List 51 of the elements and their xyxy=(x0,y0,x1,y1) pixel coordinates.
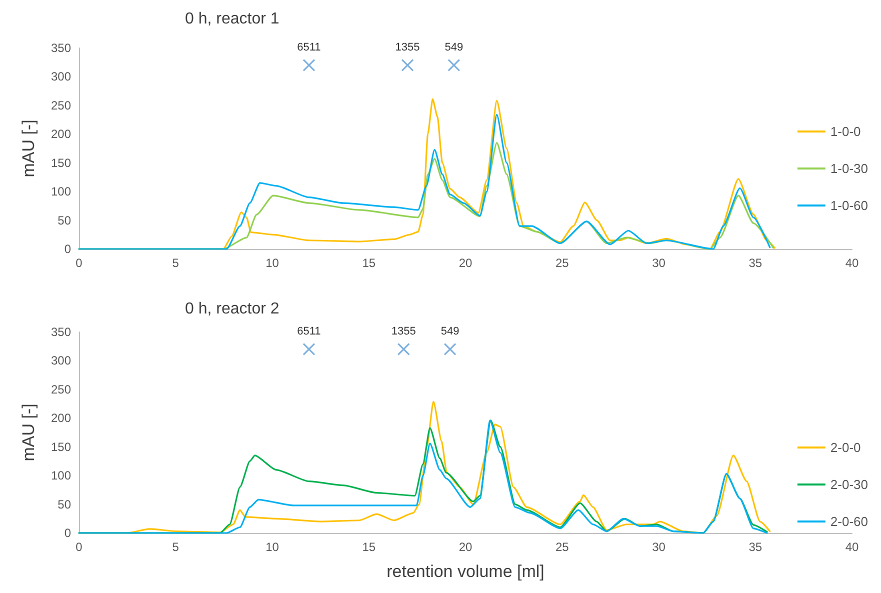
x-tick-label: 15 xyxy=(362,540,376,554)
x-tick-label: 0 xyxy=(76,256,83,270)
x-tick-label: 30 xyxy=(652,256,666,270)
y-axis-title: mAU [-] xyxy=(19,120,38,178)
x-tick-label: 5 xyxy=(172,256,180,270)
annotation: 1355 xyxy=(391,326,416,338)
x-tick-label: 35 xyxy=(748,256,762,270)
legend-label: 1-0-30 xyxy=(830,161,868,176)
x-tick-label: 10 xyxy=(266,256,280,270)
legend-label: 2-0-0 xyxy=(830,440,861,455)
legend-label: 2-0-60 xyxy=(830,514,868,529)
x-tick-label: 20 xyxy=(458,256,472,270)
y-tick-label: 50 xyxy=(58,497,72,512)
y-tick-label: 300 xyxy=(50,354,72,368)
y-tick-label: 50 xyxy=(58,213,72,228)
annotation: 1355 xyxy=(395,42,420,54)
x-tick-label: 40 xyxy=(845,540,859,554)
legend-label: 1-0-60 xyxy=(830,198,868,213)
x-tick-label: 40 xyxy=(845,256,859,270)
x-tick-label: 20 xyxy=(458,540,472,554)
y-tick-label: 250 xyxy=(50,98,72,112)
y-tick-label: 200 xyxy=(50,127,72,142)
y-tick-label: 0 xyxy=(64,526,72,540)
y-tick-label: 150 xyxy=(50,156,72,170)
chart-title: 0 h, reactor 2 xyxy=(185,300,280,318)
y-tick-label: 100 xyxy=(50,184,72,199)
y-axis-title: mAU [-] xyxy=(19,404,38,462)
x-tick-label: 5 xyxy=(172,540,180,554)
x-tick-label: 35 xyxy=(748,540,762,554)
legend-label: 1-0-0 xyxy=(830,124,861,139)
y-tick-label: 0 xyxy=(64,242,72,256)
x-axis-title: retention volume [ml] xyxy=(386,562,544,581)
legend-label: 2-0-30 xyxy=(830,477,868,492)
y-tick-label: 100 xyxy=(50,468,72,483)
annotation: 6511 xyxy=(297,326,321,338)
y-tick-label: 300 xyxy=(50,70,72,84)
annotation: 549 xyxy=(444,42,464,54)
chart-title: 0 h, reactor 1 xyxy=(185,10,280,28)
x-tick-label: 15 xyxy=(362,256,376,270)
y-tick-label: 200 xyxy=(50,411,72,426)
x-tick-label: 25 xyxy=(555,540,570,554)
y-tick-label: 350 xyxy=(50,325,72,339)
x-tick-label: 25 xyxy=(555,256,570,270)
x-tick-label: 10 xyxy=(266,540,280,554)
y-tick-label: 150 xyxy=(50,440,72,454)
x-tick-label: 30 xyxy=(652,540,666,554)
x-tick-label: 0 xyxy=(76,540,83,554)
y-tick-label: 250 xyxy=(50,382,72,396)
annotation: 549 xyxy=(440,326,460,338)
y-tick-label: 350 xyxy=(50,41,72,55)
annotation: 6511 xyxy=(297,42,321,54)
